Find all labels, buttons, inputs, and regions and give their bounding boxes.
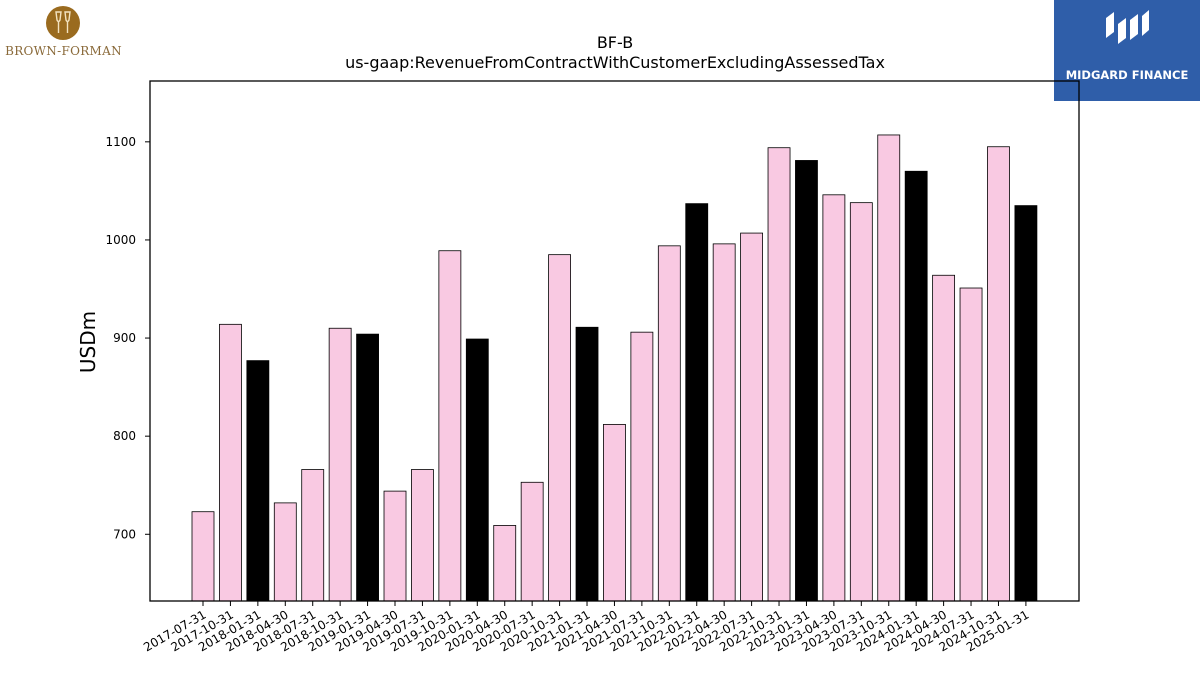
- plot-frame: [149, 80, 1080, 602]
- midgard-finance-logo: MIDGARD FINANCE: [1054, 0, 1200, 101]
- y-axis-label: USDm: [76, 311, 100, 373]
- bar: [328, 327, 352, 602]
- bar: [795, 160, 818, 602]
- bar: [1014, 205, 1038, 602]
- bar: [849, 202, 873, 602]
- y-tick-label: 800: [113, 429, 136, 443]
- bar: [575, 326, 599, 602]
- midgard-finance-wordmark: MIDGARD FINANCE: [1065, 68, 1189, 82]
- bar: [657, 245, 681, 602]
- bar: [877, 134, 901, 602]
- bar: [932, 274, 956, 602]
- bar: [465, 338, 489, 602]
- chart-subtitle: us-gaap:RevenueFromContractWithCustomerE…: [345, 53, 885, 72]
- bar: [301, 469, 325, 602]
- y-tick-label: 700: [113, 527, 136, 541]
- brown-forman-emblem-icon: [46, 6, 80, 40]
- bar: [685, 203, 709, 602]
- bar: [904, 170, 928, 602]
- chart-title: BF-B: [597, 33, 633, 52]
- y-tick-label: 1000: [105, 233, 136, 247]
- x-axis-ticks: 2017-07-312017-10-312018-01-312018-04-30…: [141, 601, 1031, 654]
- bar: [603, 423, 626, 602]
- bar: [548, 254, 571, 602]
- bar: [493, 525, 517, 602]
- bar: [383, 490, 407, 602]
- bar: [191, 511, 215, 602]
- midgard-emblem-icon: [1106, 10, 1149, 44]
- bar: [356, 333, 379, 602]
- y-tick-label: 1100: [105, 135, 136, 149]
- bar: [740, 232, 763, 602]
- bar: [822, 194, 846, 602]
- bar: [246, 360, 270, 602]
- bar: [987, 146, 1010, 602]
- bar: [219, 323, 242, 602]
- bar: [411, 469, 434, 602]
- brown-forman-logo: BROWN-FORMAN: [0, 0, 130, 64]
- bar: [767, 147, 791, 602]
- bar: [630, 331, 654, 602]
- y-axis-ticks: 700 800 900 1000 1100: [105, 135, 150, 541]
- bar: [520, 481, 544, 602]
- bar: [438, 250, 462, 602]
- brown-forman-wordmark: BROWN-FORMAN: [5, 44, 122, 58]
- bars: [191, 134, 1038, 602]
- bar: [712, 243, 736, 602]
- y-tick-label: 900: [113, 331, 136, 345]
- bar: [273, 502, 297, 602]
- bar: [959, 287, 983, 602]
